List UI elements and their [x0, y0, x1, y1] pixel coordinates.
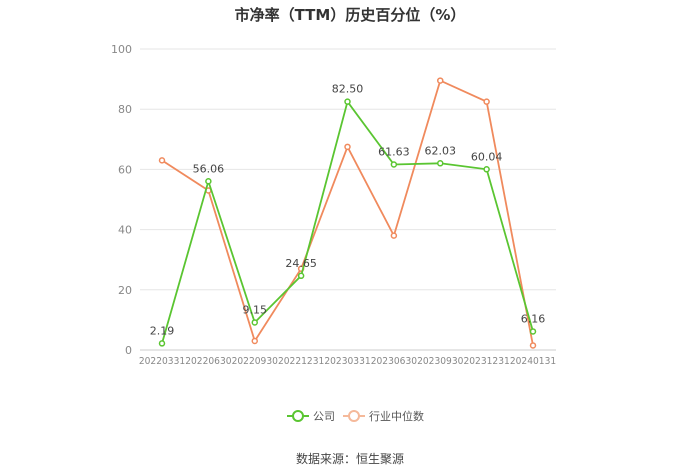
data-label: 61.63 — [378, 145, 410, 158]
data-point-company — [297, 272, 305, 280]
data-label: 6.16 — [521, 312, 546, 325]
x-tick-label: 20230331 — [324, 356, 370, 367]
data-label: 56.06 — [193, 162, 225, 175]
x-tick-label: 20220630 — [185, 356, 231, 367]
data-label: 60.04 — [471, 150, 503, 163]
data-point-company — [344, 98, 351, 105]
data-point-industry-median — [437, 77, 444, 84]
y-tick-label: 80 — [118, 103, 132, 116]
x-tick-label: 20230630 — [371, 356, 417, 367]
data-label: 24.65 — [285, 257, 317, 270]
y-tick-label: 0 — [125, 344, 132, 357]
data-point-industry-median — [483, 98, 490, 105]
y-tick-label: 100 — [111, 43, 132, 56]
y-tick-label: 20 — [118, 284, 132, 297]
data-point-company — [529, 328, 537, 335]
legend-industry-median-label: 行业中位数 — [369, 410, 424, 423]
data-point-company — [483, 166, 490, 173]
data-label: 2.19 — [150, 324, 175, 337]
legend-item-company[interactable]: 公司 — [287, 408, 335, 424]
data-label: 62.03 — [425, 144, 457, 157]
x-tick-label: 20230930 — [417, 356, 463, 367]
legend-industry-median-icon — [343, 410, 365, 422]
legend-company-icon — [287, 410, 309, 422]
x-tick-label: 20220331 — [139, 356, 185, 367]
legend-item-industry-median[interactable]: 行业中位数 — [343, 408, 424, 424]
x-tick-label: 20231231 — [463, 356, 509, 367]
data-point-industry-median — [251, 337, 258, 345]
y-tick-label: 40 — [118, 224, 132, 237]
y-tick-label: 60 — [118, 163, 132, 176]
series-line-industry-median — [161, 79, 534, 346]
data-label: 82.50 — [332, 83, 364, 96]
data-point-company — [158, 340, 166, 347]
data-point-company — [251, 319, 258, 326]
data-point-company — [390, 161, 398, 168]
data-point-company — [205, 178, 212, 185]
data-point-industry-median — [344, 143, 351, 151]
data-source-note: 数据来源：恒生聚源 — [295, 452, 404, 466]
x-tick-label: 20240131 — [510, 356, 556, 367]
data-point-industry-median — [529, 342, 537, 349]
data-label: 9.15 — [243, 303, 268, 316]
x-tick-label: 20220930 — [232, 356, 278, 367]
data-point-industry-median — [390, 232, 398, 239]
chart-title: 市净率（TTM）历史百分位（%） — [234, 6, 466, 24]
data-point-industry-median — [158, 157, 166, 164]
data-point-company — [437, 160, 444, 167]
legend-company-label: 公司 — [313, 410, 335, 423]
x-tick-label: 20221231 — [278, 356, 324, 367]
